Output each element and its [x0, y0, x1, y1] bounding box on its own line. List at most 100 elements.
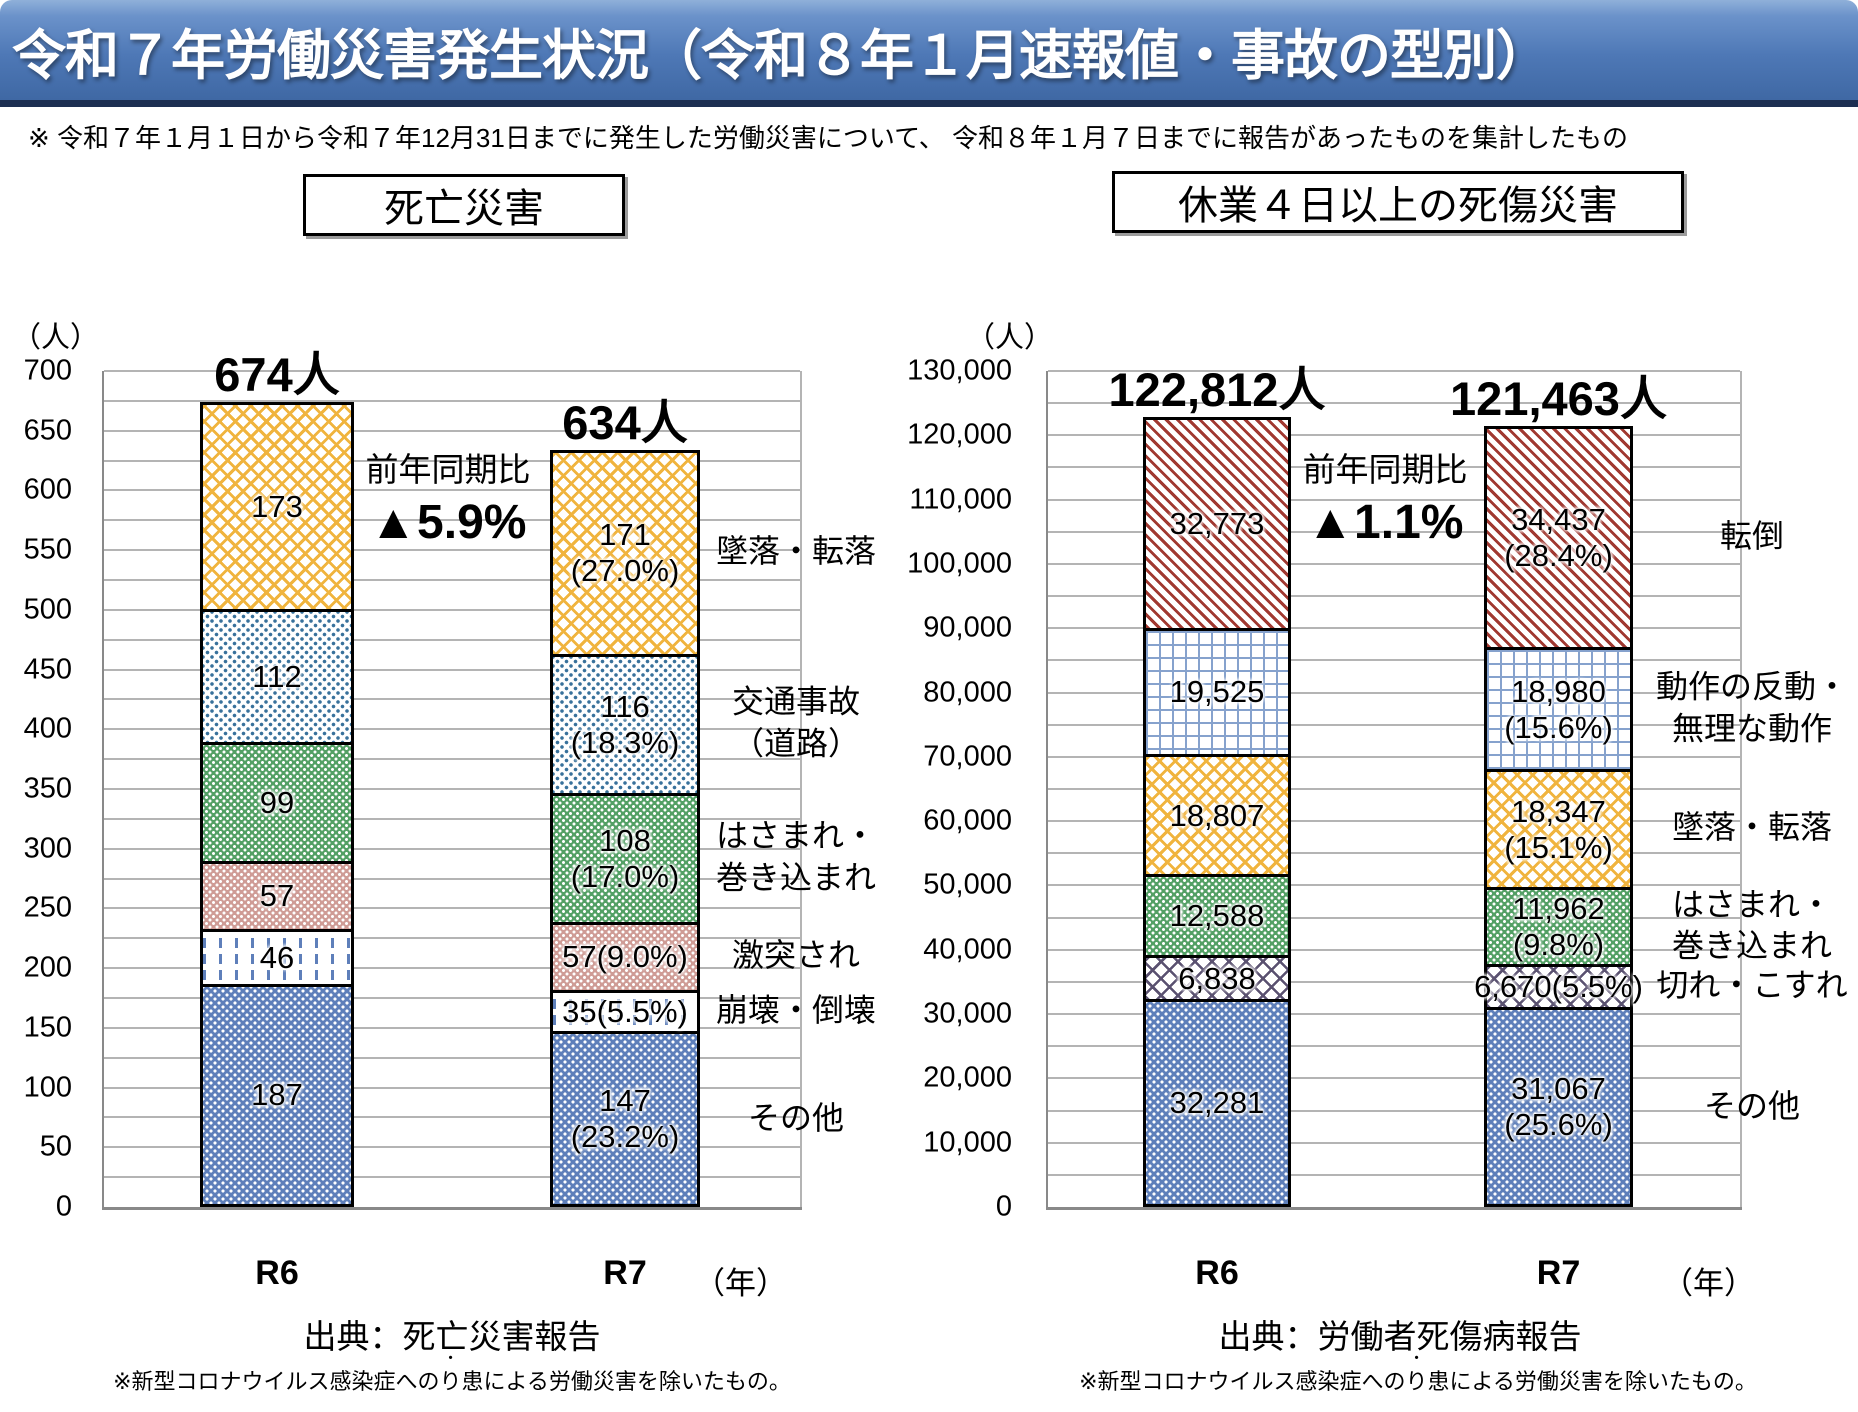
bar-segment-value: 35(5.5%)	[562, 994, 688, 1030]
legend-label: 動作の反動・ 無理な動作	[1655, 668, 1849, 747]
fatal-chart-header: 死亡災害	[303, 174, 625, 236]
gridline	[1048, 595, 1740, 598]
y-tick-label: 100,000	[907, 547, 1012, 580]
bar-segment-blue-check: 31,067 (25.6%)	[1484, 1007, 1633, 1207]
gridline	[104, 698, 800, 701]
gridline	[104, 489, 800, 492]
bar-segment-orange-hatch: 18,807	[1143, 753, 1291, 875]
gridline	[1048, 755, 1740, 758]
legend-label: 交通事故 （道路）	[731, 683, 861, 762]
bar-segment-green-check: 99	[200, 742, 354, 861]
bar-total-label: 634人	[562, 395, 688, 449]
footnote-text: り	[1405, 1369, 1428, 1394]
bar-segment-value: 99	[259, 785, 295, 821]
bar-segment-value: 31,067 (25.6%)	[1504, 1071, 1613, 1143]
yoy-comparison-value: ▲1.1%	[1306, 496, 1464, 549]
bar-segment-blue-grid: 19,525	[1143, 627, 1291, 754]
bar-segment-blue-check: 32,281	[1143, 999, 1291, 1207]
gridline	[104, 997, 800, 999]
page-title: 令和７年労働災害発生状況（令和８年１月速報値・事故の型別）	[12, 25, 1550, 86]
bar-segment-value: 57(9.0%)	[562, 939, 688, 975]
y-tick-label: 600	[23, 473, 72, 506]
gridline	[104, 877, 800, 880]
gridline	[104, 907, 800, 910]
gridline	[104, 817, 800, 820]
bar-segment-value: 108 (17.0%)	[570, 822, 680, 894]
bar-segment-blue-check: 147 (23.2%)	[550, 1031, 700, 1207]
legend-label: その他	[747, 1100, 845, 1137]
bar-segment-blue-grid: 18,980 (15.6%)	[1484, 647, 1633, 770]
y-tick-label: 100	[23, 1071, 72, 1104]
bar-segment-blue-dot: 116 (18.3%)	[550, 654, 700, 793]
x-category-label: R7	[603, 1254, 647, 1292]
bar-total-label: 121,463人	[1450, 371, 1667, 425]
y-tick-label: 650	[23, 414, 72, 447]
bar-segment-value: 19,525	[1169, 674, 1265, 710]
injury-chart-header: 休業４日以上の死傷災害	[1112, 171, 1684, 233]
gridline	[1048, 916, 1740, 919]
x-category-label: R6	[1195, 1254, 1239, 1292]
bar-segment-pink-check: 57	[200, 860, 354, 929]
injury-covid-footnote: ※新型コロナウイルス感染症への・り患による労働災害を除いたもの。	[1079, 1351, 1757, 1396]
plot-right-border	[800, 371, 802, 1207]
gridline	[1048, 980, 1740, 983]
gridline	[1048, 1141, 1740, 1144]
gridline	[1048, 627, 1740, 630]
y-tick-label: 80,000	[923, 676, 1012, 709]
gridline	[104, 579, 800, 581]
x-category-label: R6	[255, 1254, 299, 1292]
bar-segment-orange-hatch: 171 (27.0%)	[550, 449, 700, 655]
gridline	[104, 370, 800, 372]
footnote-text: 患による労働災害を除いたもの。	[461, 1369, 791, 1394]
bar-segment-value: 18,980 (15.6%)	[1504, 673, 1613, 745]
bar-segment-value: 116 (18.3%)	[570, 688, 680, 760]
bar-segment-value: 34,437 (28.4%)	[1504, 502, 1613, 574]
bar-segment-value: 18,807	[1169, 797, 1265, 833]
bar-segment-value: 32,773	[1169, 506, 1265, 542]
title-banner: 令和７年労働災害発生状況（令和８年１月速報値・事故の型別）	[0, 0, 1858, 107]
bar-segment-value: 32,281	[1169, 1085, 1265, 1121]
y-tick-label: 550	[23, 533, 72, 566]
x-category-label: R7	[1536, 1254, 1581, 1292]
gridline	[104, 608, 800, 611]
injury-source: 出典：労働者死傷病報告	[1218, 1318, 1582, 1355]
gridline	[104, 937, 800, 940]
bar-segment-value: 112	[252, 659, 302, 695]
y-tick-label: 350	[23, 772, 72, 805]
bar-segment-value: 18,347 (15.1%)	[1504, 793, 1613, 865]
gridline	[104, 668, 800, 671]
y-axis-line	[102, 371, 104, 1210]
yoy-comparison-value: ▲5.9%	[369, 496, 527, 549]
bar-segment-value: 171 (27.0%)	[570, 517, 680, 589]
bar-segment-purple-lattice: 6,670(5.5%)	[1474, 964, 1643, 1008]
bar-segment-red-hatch: 32,773	[1143, 417, 1291, 628]
y-tick-label: 130,000	[907, 354, 1012, 387]
gridline	[1048, 852, 1740, 855]
y-tick-label: 250	[23, 891, 72, 924]
bar-total-label: 122,812人	[1108, 363, 1326, 417]
bar-segment-value: 173	[251, 488, 303, 524]
footnote-text: ※新型コロナウイルス感染症への	[113, 1369, 440, 1394]
gridline	[104, 728, 800, 731]
y-tick-label: 450	[23, 653, 72, 686]
gridline	[104, 788, 800, 790]
gridline	[104, 1176, 800, 1179]
bar-segment-red-hatch: 34,437 (28.4%)	[1484, 425, 1633, 648]
bar-total-label: 674人	[214, 348, 340, 402]
legend-label: 激突され	[731, 936, 861, 973]
legend-label: 墜落・転落	[1671, 809, 1833, 846]
bar-segment-purple-lattice: 6,838	[1143, 955, 1291, 1000]
y-tick-label: 150	[23, 1011, 72, 1044]
footnote-text: り	[439, 1369, 462, 1394]
legend-label: はさまれ・ 巻き込まれ	[715, 817, 877, 896]
yoy-comparison-label: 前年同期比	[1302, 451, 1468, 488]
y-tick-label: 500	[23, 593, 72, 626]
gridline	[1048, 562, 1740, 565]
bar-segment-value: 147 (23.2%)	[570, 1083, 680, 1155]
gridline	[1048, 820, 1740, 823]
bar-segment-green-check: 12,588	[1143, 874, 1291, 956]
y-tick-label: 30,000	[923, 997, 1012, 1030]
fatal-y-axis-unit: （人）	[12, 322, 100, 354]
legend-label: 転倒	[1719, 517, 1785, 554]
